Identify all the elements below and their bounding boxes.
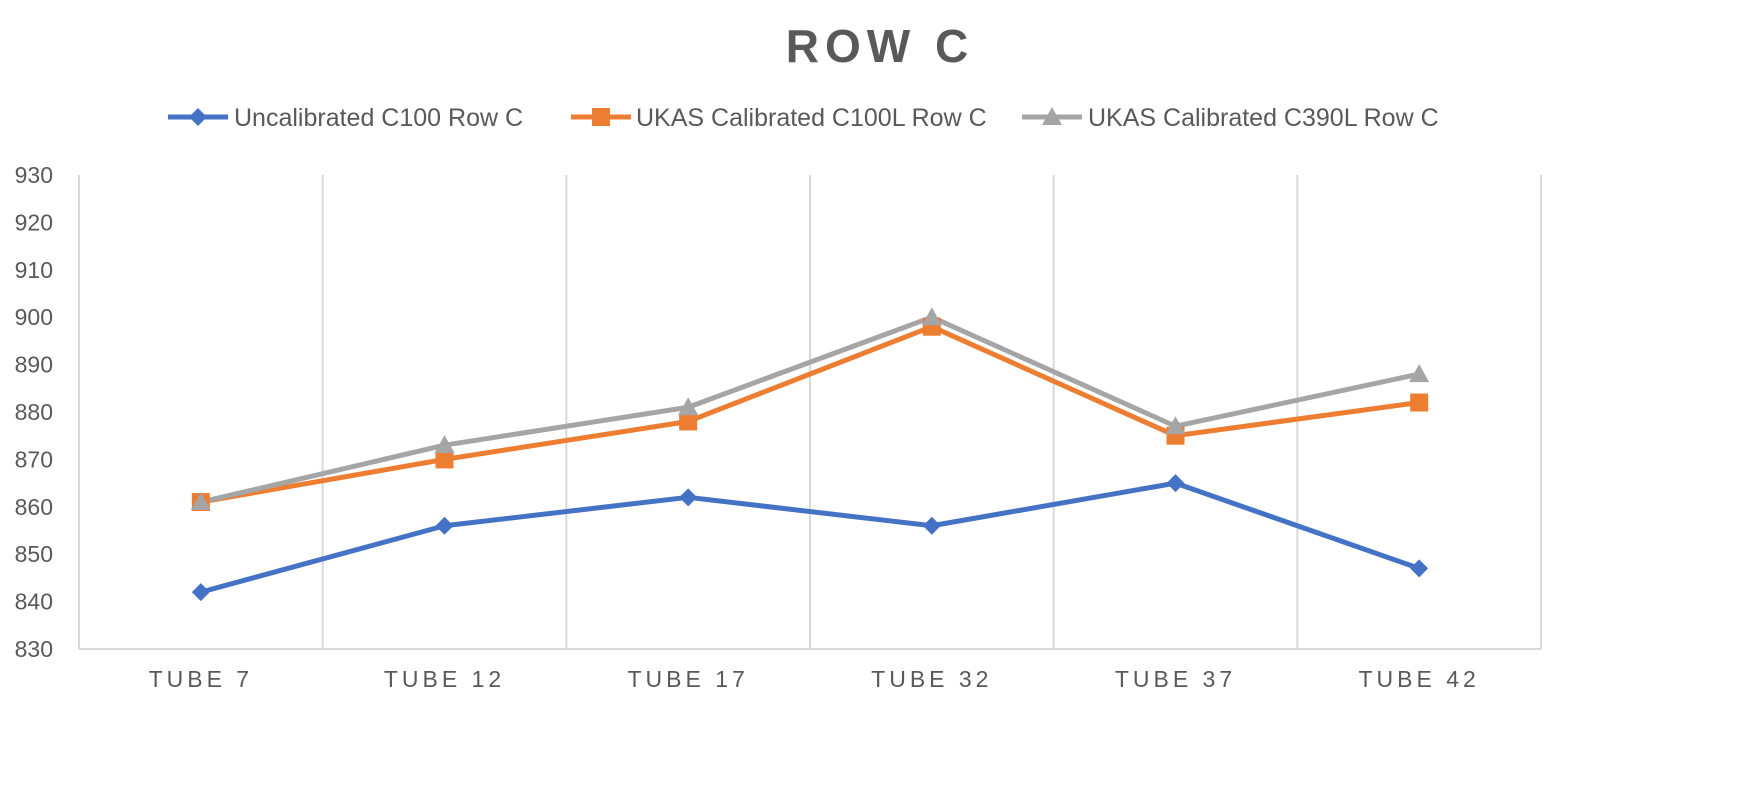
data-point-series-3 <box>678 397 699 416</box>
series-lines <box>198 314 1422 595</box>
data-point-series-1 <box>1410 559 1429 578</box>
y-tick-label: 880 <box>15 399 53 425</box>
data-point-series-1 <box>1166 474 1185 493</box>
legend-marker <box>1042 107 1062 125</box>
data-point-series-1 <box>435 516 454 535</box>
y-tick-label: 920 <box>15 209 53 235</box>
legend-item-1: Uncalibrated C100 Row C <box>168 104 523 132</box>
y-tick-label: 830 <box>15 636 53 662</box>
x-tick-label: TUBE 17 <box>628 666 749 692</box>
data-point-series-2 <box>679 412 698 431</box>
series-line-1 <box>198 480 1422 595</box>
gridlines <box>78 175 1542 650</box>
y-tick-label: 840 <box>15 589 53 615</box>
data-point-series-2 <box>435 450 454 469</box>
legend-marker <box>592 108 610 126</box>
data-point-series-3 <box>434 435 455 454</box>
data-point-series-3 <box>921 307 942 326</box>
y-tick-label: 930 <box>15 162 53 188</box>
data-point-series-1 <box>191 583 210 602</box>
legend-item-2: UKAS Calibrated C100L Row C <box>571 104 987 132</box>
y-tick-label: 900 <box>15 304 53 330</box>
x-tick-label: TUBE 32 <box>871 666 992 692</box>
legend-marker <box>189 108 207 126</box>
y-tick-label: 870 <box>15 446 53 472</box>
legend-item-3: UKAS Calibrated C390L Row C <box>1022 104 1439 132</box>
x-tick-label: TUBE 7 <box>149 666 254 692</box>
series-line-3 <box>198 314 1422 505</box>
legend-label: UKAS Calibrated C100L Row C <box>636 104 987 132</box>
y-tick-label: 910 <box>15 257 53 283</box>
x-tick-label: TUBE 37 <box>1115 666 1236 692</box>
chart-title: ROW C <box>786 20 974 72</box>
x-tick-label: TUBE 12 <box>384 666 505 692</box>
y-axis: 830 840 850 860 870 880 890 900 910 920 930 <box>15 162 53 662</box>
y-tick-label: 850 <box>15 541 53 567</box>
series-markers <box>190 307 1430 602</box>
data-point-series-1 <box>679 488 698 507</box>
legend-label: UKAS Calibrated C390L Row C <box>1088 104 1439 132</box>
x-tick-label: TUBE 42 <box>1359 666 1480 692</box>
data-point-series-3 <box>190 492 211 511</box>
x-axis: TUBE 7 TUBE 12 TUBE 17 TUBE 32 TUBE 37 TUBE 4… <box>149 666 1480 692</box>
y-tick-label: 860 <box>15 494 53 520</box>
data-point-series-2 <box>1410 393 1429 412</box>
data-point-series-1 <box>922 516 941 535</box>
y-tick-label: 890 <box>15 352 53 378</box>
data-point-series-3 <box>1409 364 1430 383</box>
legend: Uncalibrated C100 Row C UKAS Calibrated C… <box>168 104 1439 132</box>
data-point-series-3 <box>1165 416 1186 435</box>
legend-label: Uncalibrated C100 Row C <box>234 104 523 132</box>
series-line-2 <box>198 324 1422 505</box>
